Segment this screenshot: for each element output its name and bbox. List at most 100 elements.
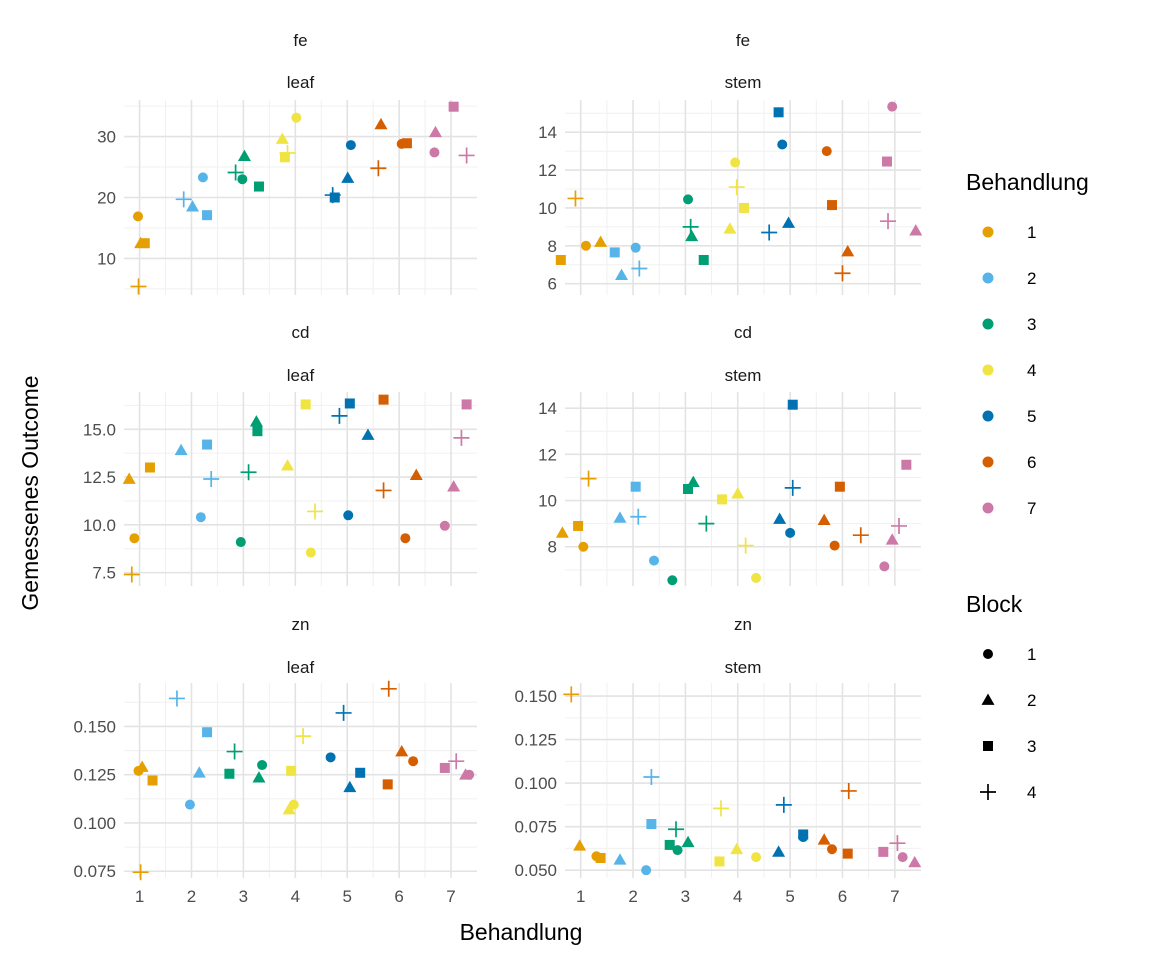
y-tick-label: 0.125	[514, 731, 557, 750]
data-point-t7-b4	[880, 213, 897, 230]
x-tick-label: 5	[342, 887, 351, 906]
data-points	[122, 394, 472, 583]
data-point-t4-b4	[295, 728, 312, 745]
data-point-t7-b2	[909, 224, 923, 236]
legend-item-behandlung-2: 2	[982, 269, 1036, 288]
y-tick-label: 10	[538, 492, 557, 511]
x-tick-label: 5	[785, 887, 794, 906]
data-point-t2-b4	[168, 690, 185, 707]
data-point-t3-b4	[227, 164, 244, 181]
data-point-t1-b1	[580, 240, 591, 251]
data-points	[132, 680, 475, 881]
data-point-t2-b4	[643, 769, 660, 786]
data-point-t6-b1	[827, 844, 837, 855]
data-point-t3-b3	[664, 839, 675, 850]
data-point-t6-b4	[375, 482, 392, 499]
data-point-t7-b3	[461, 399, 472, 410]
data-point-t3-b2	[681, 835, 695, 848]
data-point-t6-b2	[395, 745, 409, 757]
y-tick-label: 14	[538, 399, 557, 418]
data-point-t5-b4	[784, 479, 801, 496]
data-point-t3-b2	[237, 149, 251, 161]
data-point-t3-b4	[240, 464, 257, 481]
data-point-t2-b2	[174, 443, 188, 456]
data-point-t4-b4	[279, 145, 296, 162]
data-point-t3-b4	[226, 743, 243, 760]
data-point-t1-b4	[130, 278, 147, 295]
data-point-t5-b4	[761, 224, 778, 241]
data-point-t7-b1	[879, 561, 890, 572]
data-point-t1-b3	[595, 852, 606, 863]
major-gridlines	[565, 683, 921, 878]
data-point-t1-b2	[573, 839, 587, 851]
y-tick-label: 0.075	[73, 862, 116, 881]
data-point-t1-b3	[147, 775, 158, 786]
data-point-t7-b2	[885, 533, 899, 545]
data-point-t5-b3	[355, 767, 366, 778]
data-point-t4-b2	[730, 842, 744, 855]
panel-zn-stem: zn stem 0.050 0.075 0.100 0.125 0.150 1 2 3 4 5 6 7	[514, 615, 922, 906]
legend-label: 4	[1027, 783, 1036, 802]
data-point-t6-b4	[852, 527, 869, 544]
data-point-t7-b4	[448, 753, 465, 770]
data-point-t5-b1	[343, 510, 354, 521]
y-tick-label: 20	[97, 189, 116, 208]
data-point-t1-b1	[578, 541, 589, 552]
data-point-t1-b2	[594, 235, 608, 247]
data-point-t1-b4	[132, 864, 149, 881]
strip-label-tissue: leaf	[287, 366, 315, 385]
legend-item-behandlung-6: 6	[982, 453, 1036, 472]
data-point-t1-b2	[122, 472, 136, 484]
x-tick-label: 2	[187, 887, 196, 906]
legend-shape-key	[983, 649, 993, 659]
x-tick-label: 1	[135, 887, 144, 906]
data-point-t1-b1	[129, 533, 140, 544]
legend-item-behandlung-1: 1	[982, 223, 1036, 242]
y-axis-title: Gemessenes Outcome	[17, 375, 43, 610]
data-point-t6-b2	[841, 244, 855, 257]
data-point-t4-b2	[282, 802, 296, 815]
data-point-t7-b3	[901, 459, 912, 470]
data-point-t6-b2	[817, 513, 831, 526]
legend-label: 4	[1027, 361, 1036, 380]
legend-color-key	[982, 410, 994, 422]
y-tick-label: 10	[97, 249, 116, 268]
data-point-t7-b2	[908, 855, 922, 868]
data-points	[555, 399, 912, 586]
major-gridlines	[565, 100, 921, 295]
data-point-t7-b1	[897, 852, 908, 863]
minor-gridlines	[124, 392, 477, 586]
legend-item-block-3: 3	[983, 737, 1036, 756]
data-point-t2-b3	[609, 247, 620, 258]
data-point-t1-b3	[139, 238, 150, 249]
data-point-t4-b1	[305, 547, 316, 558]
minor-gridlines	[565, 392, 921, 586]
data-point-t2-b2	[615, 268, 629, 280]
data-point-t3-b3	[224, 768, 235, 779]
data-point-t2-b1	[184, 799, 195, 810]
legend-label: 6	[1027, 453, 1036, 472]
data-point-t6-b3	[827, 200, 837, 211]
data-point-t4-b4	[713, 800, 730, 817]
minor-gridlines	[124, 683, 477, 878]
data-point-t2-b2	[613, 511, 627, 523]
data-point-t4-b3	[739, 202, 750, 213]
data-point-t7-b2	[428, 125, 442, 138]
legend-color-key	[982, 226, 994, 238]
data-point-t2-b3	[202, 727, 213, 738]
strip-label-tissue: stem	[725, 73, 762, 92]
x-tick-label: 7	[446, 887, 455, 906]
y-tick-label: 0.150	[514, 687, 557, 706]
data-point-t3-b1	[257, 760, 268, 771]
data-point-t2-b1	[649, 555, 659, 566]
data-point-t5-b1	[325, 752, 336, 763]
panel-zn-leaf: zn leaf 0.075 0.100 0.125 0.150 1 2 3 4 5 6 7	[73, 615, 477, 906]
y-tick-label: 6	[548, 275, 557, 294]
data-point-t4-b4	[307, 503, 324, 520]
strip-label-element: fe	[293, 31, 307, 50]
data-point-t5-b3	[773, 107, 784, 118]
data-point-t4-b1	[291, 112, 302, 123]
data-point-t2-b4	[630, 508, 647, 525]
y-tick-label: 0.050	[514, 861, 557, 880]
